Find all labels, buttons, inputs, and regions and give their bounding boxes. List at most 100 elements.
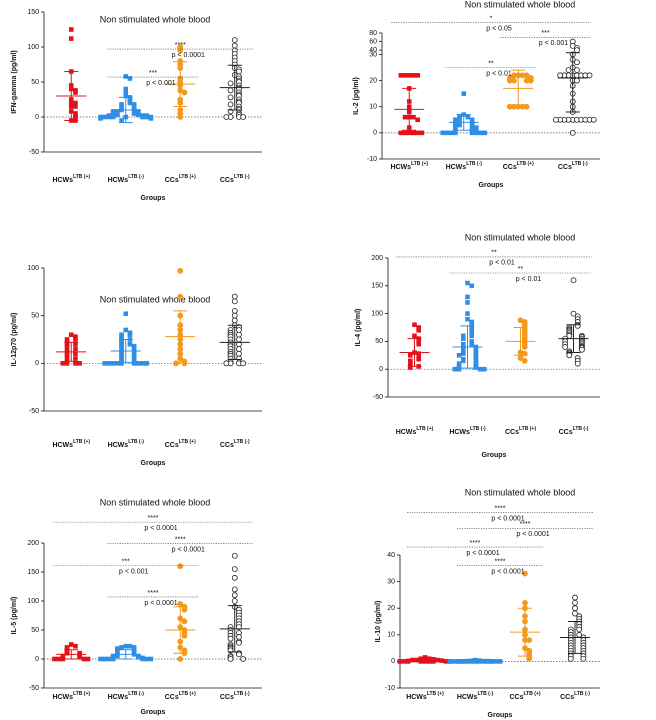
data-point <box>123 93 129 99</box>
data-point <box>73 356 78 361</box>
data-point <box>144 114 150 120</box>
category-superscript: LTB (+) <box>411 161 428 167</box>
data-point <box>526 637 533 644</box>
data-point <box>590 116 597 123</box>
chart-title: Non stimulated whole blood <box>465 232 576 242</box>
data-point <box>131 111 137 116</box>
category-name: CCs <box>165 694 179 701</box>
data-point <box>574 59 580 66</box>
data-point <box>231 566 238 572</box>
category-superscript: LTB (+) <box>519 426 536 432</box>
panel: Non stimulated whole blood IL-5 (pg/ml) Gr… <box>11 497 262 716</box>
data-point <box>579 346 585 353</box>
mean-sd-bar <box>510 607 540 657</box>
data-point <box>236 327 242 333</box>
category-name: CCs <box>559 429 573 436</box>
data-point <box>574 67 580 74</box>
data-point <box>469 117 475 123</box>
data-point <box>181 360 188 367</box>
category-name: HCWs <box>108 177 129 184</box>
category-name: HCWs <box>108 442 129 449</box>
data-point <box>119 334 124 339</box>
data-point <box>231 574 238 581</box>
data-point <box>453 117 458 123</box>
data-point <box>144 656 150 662</box>
x-axis-label: Groups <box>488 712 513 719</box>
data-point <box>173 360 179 367</box>
data-point <box>181 632 188 639</box>
p-value: p < 0.01 <box>516 276 542 283</box>
data-point <box>411 114 416 120</box>
data-point <box>236 336 242 343</box>
x-tick-label: CCsLTB (-) <box>560 691 590 701</box>
data-point <box>398 130 404 136</box>
category-superscript: LTB (-) <box>466 161 482 167</box>
data-point <box>231 37 238 43</box>
p-value: p < 0.001 <box>539 40 568 47</box>
data-point <box>136 361 141 366</box>
data-point <box>231 592 238 599</box>
data-point <box>68 36 74 41</box>
p-value: p < 0.01 <box>489 260 515 267</box>
mean-sd-bar <box>394 87 425 131</box>
data-point <box>465 114 471 120</box>
data-point <box>455 659 461 664</box>
data-point <box>572 605 578 612</box>
mean-sd-bar <box>410 658 440 663</box>
category-superscript: LTB (-) <box>234 174 250 180</box>
data-point <box>416 341 421 347</box>
data-point <box>73 341 78 347</box>
data-point <box>131 346 137 352</box>
data-point <box>521 344 528 350</box>
data-point <box>64 356 70 361</box>
data-point <box>482 366 487 372</box>
data-point <box>119 645 124 650</box>
data-point <box>240 114 247 120</box>
data-point <box>85 656 91 662</box>
data-point <box>60 361 66 366</box>
x-tick-label: HCWsLTB (+) <box>52 439 90 449</box>
data-point <box>574 360 581 367</box>
x-tick-label: CCsLTB (+) <box>165 439 196 449</box>
data-point <box>140 114 145 120</box>
category-name: HCWs <box>449 429 470 436</box>
category-name: CCs <box>503 164 517 171</box>
data-point <box>131 356 137 361</box>
mean-sd-bar <box>452 325 483 369</box>
data-point <box>123 327 129 333</box>
significance-stars: **** <box>175 42 186 49</box>
p-value: p < 0.0001 <box>144 600 177 607</box>
y-tick-label: 30 <box>387 578 395 585</box>
mean-sd-bar <box>56 341 87 362</box>
data-point <box>469 283 474 289</box>
data-point <box>64 346 70 352</box>
x-tick-label: CCsLTB (-) <box>559 426 589 436</box>
data-point <box>115 653 120 659</box>
data-point <box>223 360 230 367</box>
data-point <box>68 642 74 647</box>
y-tick-label: -50 <box>373 394 383 401</box>
mean-sd-bar <box>110 339 141 363</box>
x-tick-label: HCWsLTB (+) <box>406 691 444 701</box>
category-name: CCs <box>505 429 519 436</box>
category-name: HCWs <box>396 429 417 436</box>
data-point <box>240 656 247 662</box>
data-point <box>415 117 420 123</box>
p-value: p < 0.0001 <box>491 568 524 575</box>
data-point <box>102 656 108 662</box>
x-tick-label: CCsLTB (+) <box>165 174 196 184</box>
data-point <box>140 656 145 662</box>
data-point <box>64 650 70 656</box>
data-point <box>177 656 184 662</box>
data-point <box>408 361 413 366</box>
y-tick-label: 60 <box>369 38 377 45</box>
y-tick-label: 150 <box>27 9 39 16</box>
data-point <box>231 598 238 604</box>
data-point <box>469 127 475 133</box>
data-point <box>231 307 238 314</box>
data-point <box>73 334 78 339</box>
y-tick-label: 0 <box>373 130 377 137</box>
x-tick-label: HCWsLTB (-) <box>446 161 483 171</box>
y-tick-label: 150 <box>27 569 39 576</box>
